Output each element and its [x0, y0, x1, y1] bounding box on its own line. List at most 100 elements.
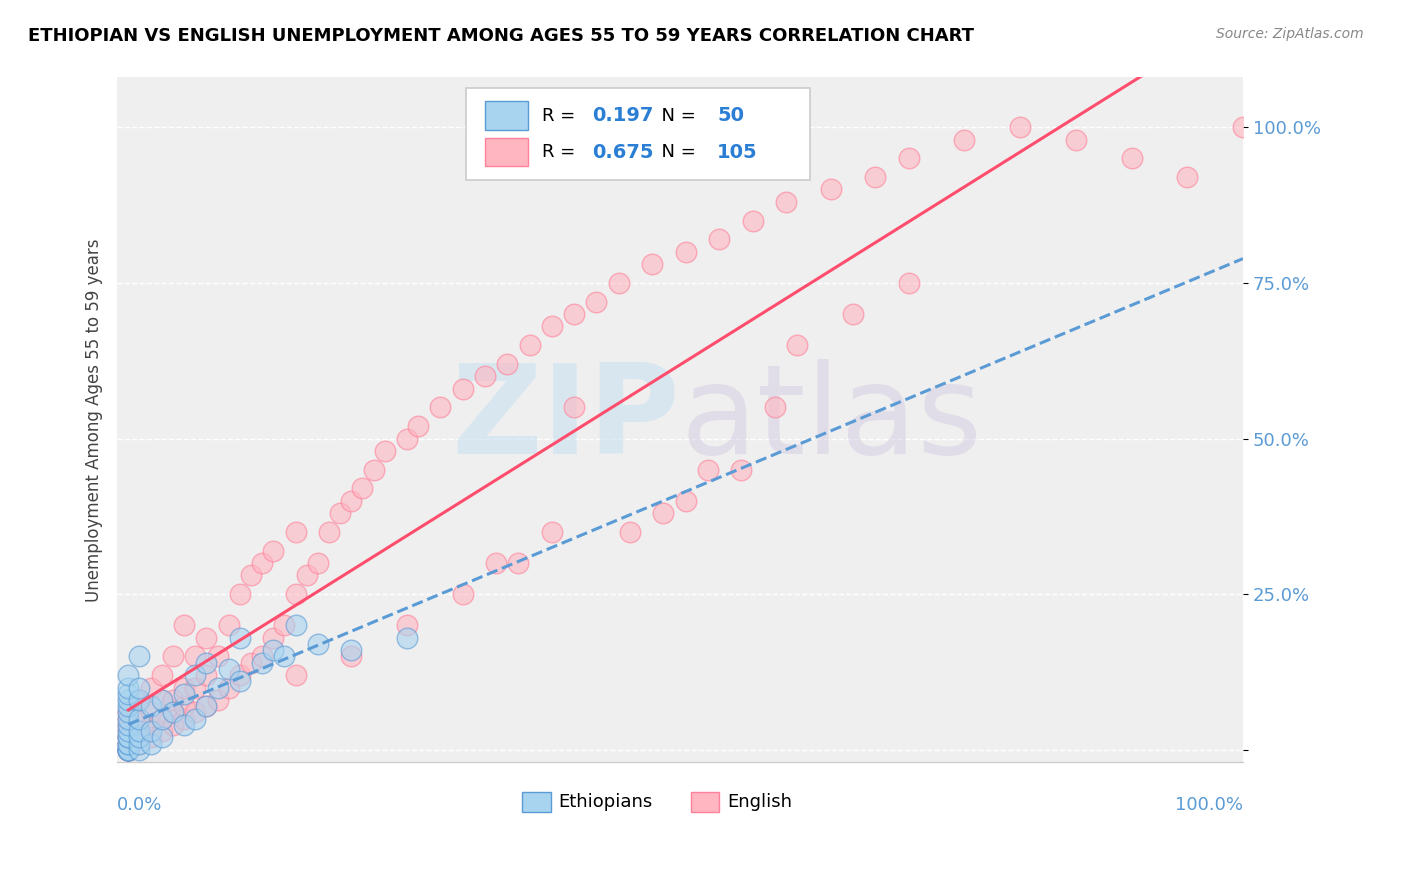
Point [184, 681, 207, 695]
Point [352, 481, 374, 495]
Point [218, 662, 240, 676]
Point [117, 724, 139, 739]
Point [184, 712, 207, 726]
Point [451, 382, 474, 396]
Point [284, 587, 307, 601]
Text: 100.0%: 100.0% [1175, 797, 1243, 814]
Point [474, 369, 496, 384]
Text: 0.197: 0.197 [592, 106, 654, 125]
Point [173, 618, 195, 632]
Point [195, 656, 218, 670]
Point [117, 743, 139, 757]
Point [897, 152, 920, 166]
Point [173, 712, 195, 726]
Point [284, 668, 307, 682]
Point [229, 668, 252, 682]
Point [117, 743, 139, 757]
Point [117, 681, 139, 695]
Point [195, 631, 218, 645]
Point [340, 493, 363, 508]
Point [820, 182, 842, 196]
Point [117, 731, 139, 745]
Point [1232, 120, 1254, 135]
Text: 0.675: 0.675 [592, 143, 654, 161]
Point [485, 556, 508, 570]
Point [128, 693, 150, 707]
Bar [523, 792, 551, 812]
Point [340, 649, 363, 664]
Point [117, 724, 139, 739]
Point [273, 649, 295, 664]
Point [128, 693, 150, 707]
Point [150, 693, 173, 707]
Point [139, 681, 162, 695]
Point [730, 462, 752, 476]
Point [139, 699, 162, 714]
Point [117, 743, 139, 757]
Point [697, 462, 720, 476]
Point [128, 681, 150, 695]
Point [117, 737, 139, 751]
Point [775, 194, 797, 209]
Point [675, 244, 697, 259]
Point [262, 631, 284, 645]
Point [117, 706, 139, 720]
Point [340, 643, 363, 657]
Point [239, 656, 262, 670]
Text: 105: 105 [717, 143, 758, 161]
Point [139, 731, 162, 745]
Point [262, 543, 284, 558]
Text: atlas: atlas [681, 359, 983, 480]
Point [117, 687, 139, 701]
Point [117, 743, 139, 757]
Point [307, 556, 329, 570]
Point [229, 587, 252, 601]
Point [128, 712, 150, 726]
Point [139, 718, 162, 732]
Point [1008, 120, 1031, 135]
Point [162, 649, 184, 664]
Point [284, 524, 307, 539]
Point [395, 631, 418, 645]
Point [239, 568, 262, 582]
Point [128, 737, 150, 751]
Point [363, 462, 385, 476]
Point [318, 524, 340, 539]
Text: Ethiopians: Ethiopians [558, 793, 652, 811]
Point [162, 706, 184, 720]
Point [406, 419, 429, 434]
Text: Source: ZipAtlas.com: Source: ZipAtlas.com [1216, 27, 1364, 41]
Point [195, 699, 218, 714]
Point [128, 649, 150, 664]
Point [207, 693, 229, 707]
Point [607, 276, 630, 290]
Point [117, 718, 139, 732]
Point [395, 618, 418, 632]
Point [395, 432, 418, 446]
Point [150, 712, 173, 726]
Point [508, 556, 530, 570]
Point [284, 618, 307, 632]
Point [953, 133, 976, 147]
Point [741, 213, 763, 227]
Point [150, 712, 173, 726]
Bar [485, 137, 529, 167]
Point [675, 493, 697, 508]
Point [250, 656, 273, 670]
Text: R =: R = [541, 107, 581, 125]
Point [195, 699, 218, 714]
Point [429, 401, 451, 415]
Point [128, 724, 150, 739]
Point [117, 668, 139, 682]
Text: N =: N = [650, 143, 702, 161]
Point [329, 506, 352, 520]
Point [786, 338, 808, 352]
Point [519, 338, 541, 352]
Point [641, 257, 664, 271]
Point [184, 649, 207, 664]
Text: R =: R = [541, 143, 581, 161]
Point [139, 737, 162, 751]
Point [117, 731, 139, 745]
Point [250, 649, 273, 664]
Point [763, 401, 786, 415]
